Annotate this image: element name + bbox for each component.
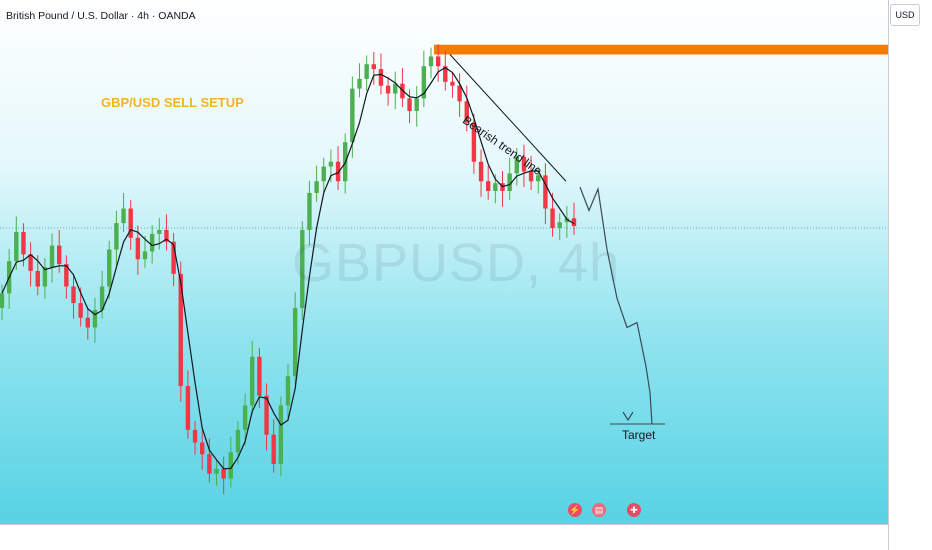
- candle-body: [514, 156, 519, 174]
- candle-body: [71, 286, 76, 304]
- candle-body: [49, 245, 55, 268]
- candle-body: [99, 286, 105, 310]
- candle-body: [285, 376, 291, 406]
- candle-body: [464, 101, 469, 123]
- candle-body: [28, 254, 33, 271]
- candle-body: [421, 66, 427, 99]
- candle-body: [242, 405, 248, 430]
- candle-body: [228, 452, 233, 479]
- candle-body: [128, 208, 133, 238]
- candle-body: [142, 251, 148, 260]
- bearish-trend-line: [449, 54, 567, 182]
- candle-body: [21, 231, 26, 255]
- candle-body: [92, 309, 98, 328]
- uk-flag-event-icon[interactable]: ✚: [627, 503, 641, 517]
- candle-body: [0, 293, 5, 308]
- candle-body: [85, 317, 90, 328]
- candle-body: [450, 81, 455, 86]
- candle-body: [257, 356, 262, 396]
- candle-body: [164, 229, 169, 242]
- candle-body: [235, 429, 241, 453]
- candle-body: [378, 69, 384, 86]
- currency-button[interactable]: USD: [890, 4, 920, 26]
- projection-arrow-head: [622, 411, 634, 422]
- candle-body: [57, 245, 62, 265]
- moving-average-line: [1, 66, 575, 470]
- candle-body: [307, 192, 312, 230]
- candle-body: [385, 85, 391, 94]
- price-axis[interactable]: [888, 0, 932, 550]
- candle-body: [42, 267, 48, 287]
- us-flag-event-icon[interactable]: ▤: [592, 503, 606, 517]
- setup-label: GBP/USD SELL SETUP: [101, 95, 244, 110]
- candle-body: [300, 229, 305, 308]
- candle-body: [557, 222, 562, 229]
- candle-body: [264, 395, 269, 435]
- time-axis[interactable]: [0, 524, 888, 550]
- candle-body: [493, 183, 498, 191]
- candle-body: [114, 223, 119, 250]
- candle-body: [414, 98, 419, 112]
- candle-body: [486, 181, 491, 191]
- candle-body: [350, 88, 355, 143]
- candle-body: [171, 241, 176, 274]
- candle-body: [207, 454, 212, 474]
- lightning-event-icon[interactable]: ⚡: [568, 503, 582, 517]
- candle-body: [178, 273, 183, 386]
- candle-body: [35, 270, 40, 287]
- candle-body: [192, 429, 198, 443]
- candle-body: [507, 173, 512, 191]
- candle-body: [357, 78, 362, 89]
- candle-body: [521, 156, 527, 172]
- candle-body: [214, 468, 219, 474]
- candle-body: [78, 303, 83, 318]
- candle-body: [314, 181, 319, 193]
- candle-body: [536, 175, 541, 182]
- symbol-title: British Pound / U.S. Dollar · 4h · OANDA: [6, 10, 196, 22]
- candle-body: [321, 166, 326, 182]
- candle-body: [328, 161, 334, 167]
- resistance-zone: [434, 44, 888, 55]
- candle-body: [221, 468, 226, 479]
- candle-body: [149, 233, 155, 252]
- candle-body: [292, 307, 298, 377]
- candle-body: [157, 229, 162, 234]
- candle-body: [107, 249, 112, 287]
- candle-body: [335, 161, 341, 182]
- candle-body: [428, 56, 434, 67]
- candle-body: [471, 122, 477, 162]
- candle-body: [564, 218, 570, 223]
- candle-body: [443, 66, 448, 82]
- target-label: Target: [622, 428, 656, 442]
- candle-body: [250, 356, 255, 406]
- candle-body: [278, 405, 284, 464]
- symbol-watermark: GBPUSD, 4h: [292, 233, 621, 293]
- candle-body: [185, 385, 191, 430]
- candle-body: [478, 161, 484, 182]
- candle-body: [200, 442, 205, 455]
- candle-body: [371, 64, 376, 70]
- candle-body: [121, 208, 126, 224]
- candle-body: [271, 434, 276, 464]
- projected-path: [579, 186, 653, 425]
- candle-body: [393, 83, 398, 94]
- candle-body: [550, 208, 555, 229]
- candle-body: [528, 171, 534, 182]
- candle-body: [571, 218, 577, 227]
- candle-body: [435, 56, 441, 67]
- candle-body: [457, 85, 462, 102]
- candle-body: [364, 64, 369, 79]
- candle-body: [543, 175, 548, 209]
- candle-body: [64, 264, 69, 287]
- candle-body: [135, 237, 141, 260]
- candle-body: [407, 98, 412, 112]
- candle-body: [14, 231, 19, 262]
